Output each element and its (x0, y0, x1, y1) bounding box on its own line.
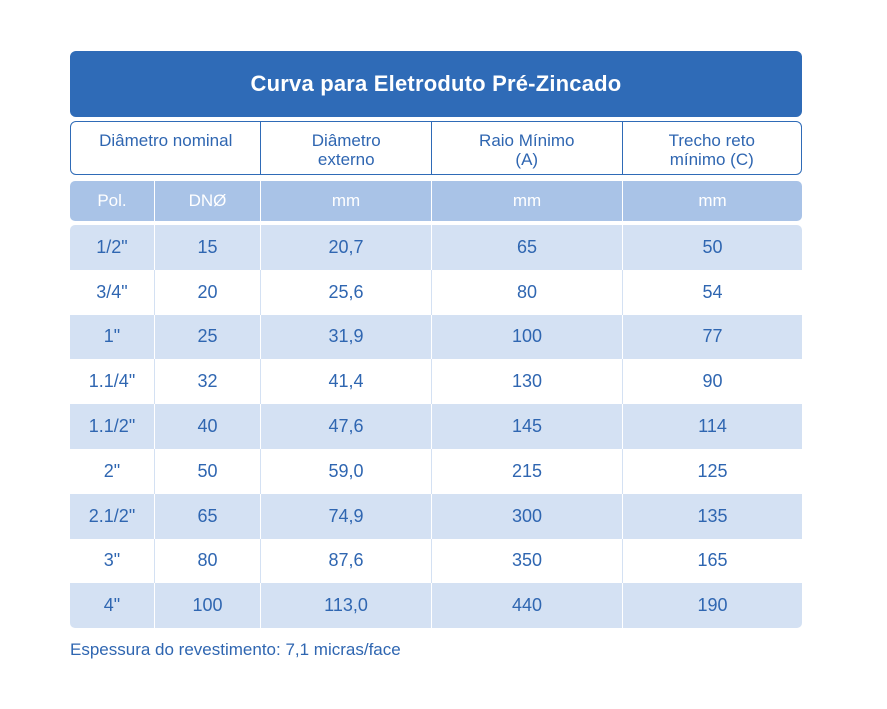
table-row: 2" 50 59,0 215 125 (70, 448, 802, 494)
cell-externo: 59,0 (261, 448, 432, 494)
cell-trecho: 135 (697, 505, 728, 526)
header-trecho-reto: Trecho reto mínimo (C) (623, 122, 802, 174)
cell-trecho: 114 (698, 416, 727, 437)
cell-externo: 25,6 (261, 269, 432, 315)
unit-dn: DNØ (155, 181, 261, 221)
cell-externo: 31,9 (261, 314, 432, 360)
cell-dn: 50 (155, 448, 261, 494)
cell-externo: 87,6 (261, 538, 432, 584)
unit-trecho: mm (698, 191, 727, 210)
table-body: 1/2" 15 20,7 65 50 3/4" 20 25,6 80 54 1"… (70, 225, 802, 629)
header-diametro-externo-label: Diâmetro externo (311, 131, 381, 169)
cell-raio: 350 (432, 538, 623, 584)
cell-pol: 2.1/2" (70, 493, 155, 539)
table-row: 4" 100 113,0 440 190 (70, 583, 802, 629)
cell-raio: 80 (432, 269, 623, 315)
cell-raio: 300 (432, 493, 623, 539)
table-title: Curva para Eletroduto Pré-Zincado (70, 51, 802, 117)
cell-pol: 1" (70, 314, 155, 360)
unit-pol: Pol. (70, 181, 155, 221)
header-diametro-externo: Diâmetro externo (261, 122, 433, 174)
cell-raio: 440 (432, 583, 623, 629)
footnote-coating: Espessura do revestimento: 7,1 micras/fa… (70, 640, 401, 659)
cell-pol: 1/2" (70, 225, 155, 270)
cell-externo: 113,0 (261, 583, 432, 629)
table-row: 2.1/2" 65 74,9 300 135 (70, 493, 802, 539)
cell-trecho: 90 (702, 371, 723, 392)
cell-raio: 145 (432, 404, 623, 449)
table-row: 1/2" 15 20,7 65 50 (70, 225, 802, 270)
header-raio-minimo: Raio Mínimo (A) (432, 122, 623, 174)
cell-trecho: 165 (697, 550, 728, 571)
cell-externo: 20,7 (261, 225, 432, 270)
cell-externo: 74,9 (261, 493, 432, 539)
cell-dn: 32 (155, 359, 261, 405)
cell-raio: 130 (432, 359, 623, 405)
cell-trecho: 50 (702, 236, 723, 257)
cell-dn: 100 (155, 583, 261, 629)
unit-raio: mm (432, 181, 623, 221)
cell-trecho: 77 (702, 326, 723, 347)
cell-pol: 3/4" (70, 269, 155, 315)
cell-pol: 1.1/2" (70, 404, 155, 449)
cell-raio: 65 (432, 225, 623, 270)
cell-pol: 3" (70, 538, 155, 584)
cell-dn: 40 (155, 404, 261, 449)
table-row: 3/4" 20 25,6 80 54 (70, 269, 802, 315)
table-row: 1.1/2" 40 47,6 145 114 (70, 404, 802, 449)
unit-externo: mm (261, 181, 432, 221)
cell-raio: 100 (432, 314, 623, 360)
table-row: 1.1/4" 32 41,4 130 90 (70, 359, 802, 405)
header-diametro-nominal: Diâmetro nominal (71, 122, 262, 174)
cell-dn: 15 (155, 225, 261, 270)
cell-raio: 215 (432, 448, 623, 494)
header-trecho-reto-label: Trecho reto mínimo (C) (668, 131, 755, 169)
cell-dn: 65 (155, 493, 261, 539)
cell-externo: 47,6 (261, 404, 432, 449)
table-row: 1" 25 31,9 100 77 (70, 314, 802, 360)
cell-trecho: 54 (702, 281, 723, 302)
cell-externo: 41,4 (261, 359, 432, 405)
cell-pol: 4" (70, 583, 155, 629)
units-row: Pol. DNØ mm mm mm (70, 181, 802, 221)
cell-dn: 80 (155, 538, 261, 584)
cell-trecho: 190 (697, 595, 728, 616)
cell-dn: 25 (155, 314, 261, 360)
spec-table: Curva para Eletroduto Pré-Zincado Diâmet… (70, 51, 802, 629)
cell-pol: 2" (70, 448, 155, 494)
header-raio-minimo-label: Raio Mínimo (A) (479, 131, 575, 169)
cell-dn: 20 (155, 269, 261, 315)
table-row: 3" 80 87,6 350 165 (70, 538, 802, 584)
cell-trecho: 125 (697, 460, 728, 481)
cell-pol: 1.1/4" (70, 359, 155, 405)
column-headers: Diâmetro nominal Diâmetro externo Raio M… (70, 121, 802, 175)
